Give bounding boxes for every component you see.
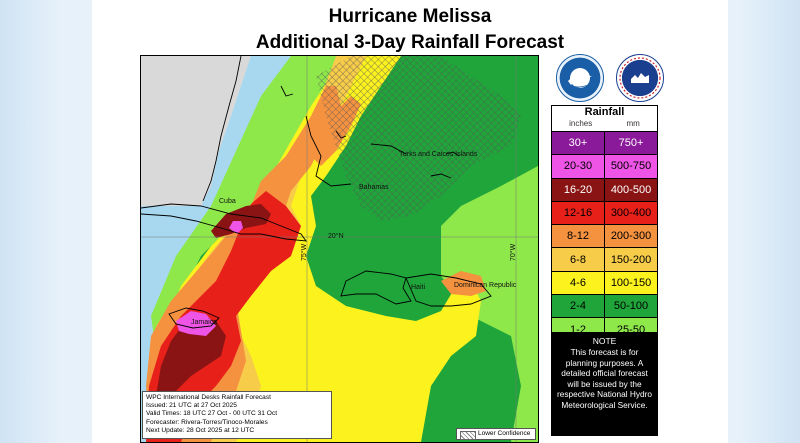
noaa-logo [556,54,604,102]
legend-cell-mm: 150-200 [604,248,657,271]
rain-16-20-jamaica [156,316,226,411]
legend-cell-mm: 400-500 [604,178,657,201]
legend-units: inches mm [552,119,657,129]
rainfall-map: Cuba Bahamas Turks and Caicos Islands Ja… [140,55,539,443]
nws-logo [616,54,664,102]
legend-cell-mm: 100-150 [604,271,657,295]
legend-cell-mm: 300-400 [604,201,657,225]
legend-row: 6-8 150-200 [551,248,658,272]
hatch-swatch [460,431,476,440]
info-line-4: Forecaster: Rivera-Torres/Tinoco-Morales [146,418,268,426]
legend-unit-mm: mm [626,119,640,128]
label-lon-70w: 70°W [510,243,517,261]
nws-emblem-icon [619,57,661,99]
legend-header: Rainfall inches mm [551,105,658,132]
legend-cell-mm: 50-100 [604,295,657,318]
lower-confidence-label: Lower Confidence [478,430,531,437]
legend-cell-inches: 20-30 [552,155,604,178]
rainfall-legend: Rainfall inches mm 30+ 750+ 20-30 500-750 16… [551,105,658,342]
legend-row: 20-30 500-750 [551,155,658,179]
forecast-info-box: WPC International Desks Rainfall Forecas… [142,391,332,439]
legend-title: Rainfall [584,106,625,118]
legend-unit-inches: inches [569,119,593,128]
title-line-2: Additional 3-Day Rainfall Forecast [255,32,565,53]
map-graphic [141,56,538,442]
agency-logos [554,54,674,104]
rain-1-2-east [441,176,538,266]
label-jamaica: Jamaica [191,319,218,326]
label-lon-75w: 75°W [301,243,308,261]
legend-rows: 30+ 750+ 20-30 500-750 16-20 400-500 12-16 300-… [551,132,658,342]
note-title: NOTE [592,336,617,346]
legend-cell-inches: 8-12 [552,225,604,248]
lower-confidence-legend: Lower Confidence [456,428,536,440]
legend-row: 4-6 100-150 [551,271,658,296]
coastlines [141,56,492,329]
map-title: Hurricane Melissa Additional 3-Day Rainf… [92,4,728,56]
label-haiti: Haiti [411,284,426,291]
info-line-2: Issued: 21 UTC at 27 Oct 2025 [146,402,237,410]
legend-row: 16-20 400-500 [551,178,658,202]
legend-cell-inches: 16-20 [552,178,604,201]
label-dominican-republic: Dominican Republic [454,282,517,289]
legend-row: 30+ 750+ [551,132,658,156]
legend-cell-inches: 30+ [552,132,604,155]
label-bahamas: Bahamas [359,184,389,191]
legend-cell-mm: 750+ [604,132,657,155]
legend-cell-inches: 2-4 [552,295,604,318]
note-text: This forecast is for planning purposes. … [557,347,652,410]
info-line-3: Valid Times: 18 UTC 27 Oct - 00 UTC 31 O… [146,410,278,418]
label-lat-20n: 20°N [328,233,344,240]
label-cuba: Cuba [219,198,236,205]
rain-20-30-cuba [229,221,243,234]
legend-row: 2-4 50-100 [551,295,658,319]
legend-cell-inches: 6-8 [552,248,604,271]
legend-cell-inches: 12-16 [552,201,604,225]
label-turks-and-caicos: Turks and Caicos Islands [399,151,478,158]
info-line-1: WPC International Desks Rainfall Forecas… [146,394,271,401]
legend-cell-mm: 500-750 [604,155,657,178]
info-line-5: Next Update: 28 Oct 2025 at 12 UTC [146,426,255,434]
planning-note: NOTE This forecast is for planning purpo… [551,332,658,436]
land-florida [141,56,251,206]
legend-cell-mm: 200-300 [604,225,657,248]
legend-row: 8-12 200-300 [551,225,658,249]
legend-row: 12-16 300-400 [551,201,658,226]
noaa-bird-icon [568,73,592,88]
title-line-1: Hurricane Melissa [328,6,492,27]
rain-20-30-jamaica [176,311,216,336]
legend-cell-inches: 4-6 [552,271,604,295]
